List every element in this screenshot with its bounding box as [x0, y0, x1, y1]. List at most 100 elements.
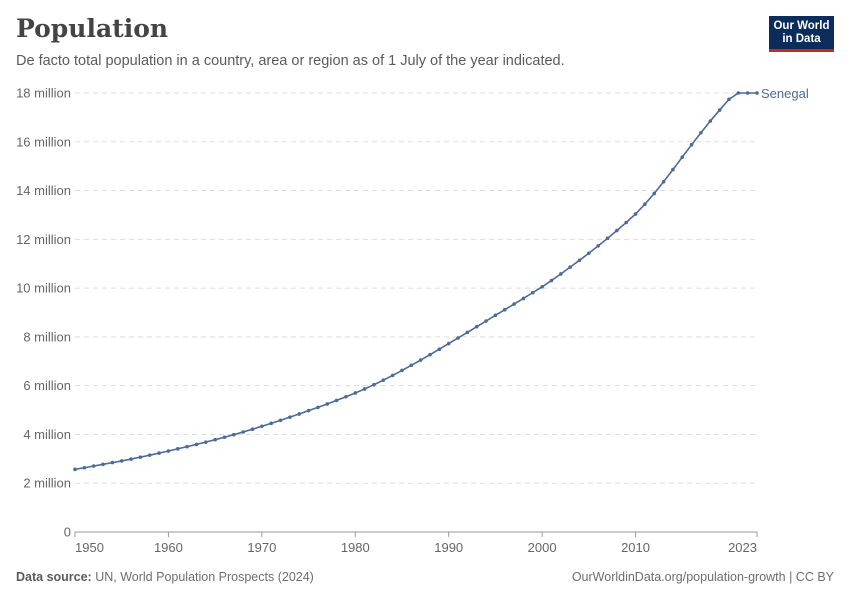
y-tick-label: 2 million: [23, 476, 71, 491]
data-point: [73, 467, 77, 472]
data-point: [577, 258, 582, 263]
data-point: [129, 457, 133, 461]
x-tick-label: 2010: [621, 540, 650, 555]
data-point: [138, 455, 143, 459]
data-point: [147, 453, 152, 457]
series-line-senegal: [74, 92, 757, 471]
data-point: [213, 437, 217, 442]
data-point: [549, 278, 554, 283]
data-point: [587, 251, 591, 256]
data-point: [157, 451, 161, 455]
data-point: [680, 155, 685, 159]
data-point: [605, 236, 610, 241]
data-point: [512, 302, 516, 306]
data-source-text[interactable]: UN, World Population Prospects (2024): [95, 570, 314, 584]
data-source: Data source: UN, World Population Prospe…: [16, 570, 314, 584]
data-point: [699, 130, 703, 135]
data-point: [381, 378, 386, 382]
source-link[interactable]: OurWorldinData.org/population-growth | C…: [571, 570, 834, 584]
data-point: [643, 202, 647, 207]
data-point: [708, 119, 713, 123]
y-tick-label: 0: [64, 525, 71, 540]
data-point: [428, 352, 432, 357]
data-point: [203, 440, 208, 444]
data-point: [325, 402, 330, 406]
data-point: [418, 358, 423, 362]
data-point: [316, 405, 320, 410]
data-point: [166, 449, 171, 453]
x-tick-label: 1950: [75, 540, 104, 555]
data-point: [568, 265, 572, 269]
logo-line-1: Our World: [773, 20, 830, 32]
data-point: [559, 272, 563, 276]
chart-title: Population: [16, 14, 169, 43]
data-point: [278, 418, 283, 423]
data-point: [288, 415, 292, 419]
data-point: [437, 347, 442, 352]
owid-logo[interactable]: Our World in Data: [769, 16, 834, 52]
data-point: [717, 108, 722, 112]
chart-subtitle: De facto total population in a country, …: [16, 53, 565, 69]
data-point: [540, 284, 544, 289]
data-point: [409, 363, 414, 368]
data-point: [110, 460, 115, 465]
data-point: [222, 435, 227, 440]
data-point: [194, 442, 199, 447]
data-point: [82, 465, 87, 470]
y-tick-label: 12 million: [16, 232, 71, 247]
data-point: [185, 444, 189, 449]
data-point: [689, 142, 694, 147]
data-point: [446, 341, 451, 346]
data-point: [400, 368, 404, 373]
y-tick-label: 16 million: [16, 134, 71, 149]
data-point: [260, 424, 264, 429]
y-tick-label: 6 million: [23, 378, 71, 393]
data-point: [727, 97, 731, 102]
data-point: [353, 391, 358, 395]
data-source-label: Data source:: [16, 570, 92, 584]
data-point: [661, 179, 666, 184]
data-point: [372, 382, 376, 387]
data-point: [269, 421, 273, 426]
data-point: [615, 228, 619, 233]
data-point: [596, 244, 600, 248]
x-tick-label: 2000: [528, 540, 557, 555]
data-point: [745, 91, 750, 95]
data-point: [344, 394, 348, 399]
x-tick-label: 1990: [434, 540, 463, 555]
x-tick-label: 1960: [154, 540, 183, 555]
data-point: [484, 319, 488, 323]
data-point: [755, 91, 759, 95]
data-point: [633, 212, 638, 216]
data-point: [736, 91, 741, 95]
data-point: [521, 296, 526, 301]
y-tick-label: 8 million: [23, 329, 71, 344]
x-tick-label: 1980: [341, 540, 370, 555]
data-point: [671, 167, 675, 172]
x-tick-label: 1970: [247, 540, 276, 555]
data-point: [297, 412, 302, 416]
data-point: [175, 447, 180, 451]
data-point: [232, 432, 236, 437]
data-point: [502, 307, 507, 312]
data-point: [474, 324, 479, 329]
x-tick-label: 2023: [728, 540, 757, 555]
y-tick-label: 18 million: [16, 86, 71, 101]
series-label-senegal: Senegal: [761, 86, 809, 101]
data-point: [91, 464, 96, 468]
data-point: [652, 191, 657, 196]
data-point: [101, 462, 105, 467]
data-point: [119, 459, 124, 463]
data-point: [241, 430, 245, 434]
data-point: [334, 398, 339, 403]
data-point: [250, 427, 255, 432]
data-point: [530, 290, 535, 295]
y-tick-label: 4 million: [23, 427, 71, 442]
data-point: [390, 373, 395, 378]
data-point: [493, 313, 498, 318]
data-point: [624, 220, 629, 225]
logo-line-2: in Data: [782, 32, 821, 45]
data-point: [306, 408, 311, 413]
data-point: [362, 387, 367, 391]
